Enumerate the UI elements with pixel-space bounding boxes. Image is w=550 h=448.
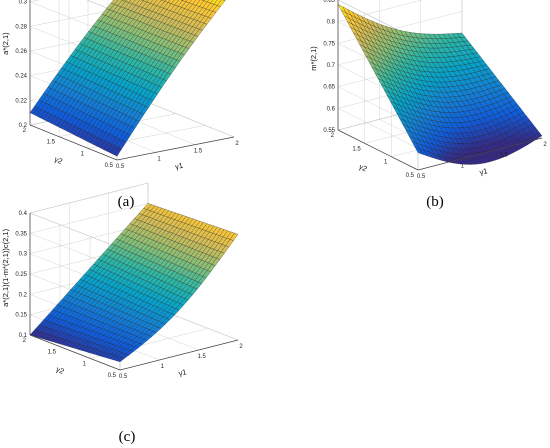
z-gridline [86, 0, 118, 13]
y-axis-line [29, 124, 118, 161]
y-tick-label: 2 [331, 133, 335, 139]
z-tick-label: 0.15 [15, 313, 27, 319]
x-tick-label: 0.5 [116, 164, 125, 170]
surface-plot-a: 0.20.220.240.260.280.30.320.511.520.511.… [1, 0, 239, 171]
y-tick-label: 0.5 [105, 163, 114, 169]
z-tick-label: 0.4 [19, 211, 28, 217]
z-gridline [29, 212, 121, 249]
y-tick-label: 1.5 [352, 146, 361, 152]
z-tick-label: 0.28 [15, 24, 27, 30]
y-axis-label: γ2 [53, 154, 64, 166]
y-tick-label: 2 [23, 128, 27, 134]
x-axis-label: γ1 [174, 161, 184, 171]
x-axis-line [119, 339, 239, 371]
z-tick-label: 0.26 [15, 49, 27, 55]
z-gridline [337, 108, 419, 149]
z-tick-label: 0.25 [15, 272, 27, 278]
y-axis-label: γ2 [358, 162, 369, 174]
z-tick-label: 0.22 [15, 98, 27, 104]
x-tick-label: 1.5 [194, 149, 203, 155]
x-tick-label: 0.5 [119, 374, 128, 380]
z-tick-label: 0.2 [19, 292, 28, 298]
z-tick-label: 0.2 [19, 123, 28, 129]
z-tick-label: 0.75 [323, 41, 335, 47]
y-tick-label: 0.5 [108, 373, 117, 379]
z-axis-label: a*(2,1) [1, 32, 10, 55]
y-tick-label: 1 [384, 160, 388, 166]
x-gridline [146, 101, 235, 138]
z-tick-label: 0.7 [327, 63, 336, 69]
surface-mesh [29, 203, 239, 363]
surface-patch [337, 3, 347, 13]
z-axis-label: m*(2,1) [309, 46, 318, 71]
x-tick-label: 1.5 [499, 153, 508, 159]
panel-label-c: (c) [119, 429, 136, 445]
y-tick-label: 1.5 [47, 140, 56, 146]
z-tick-label: 0.3 [19, 252, 28, 258]
x-axis-label: γ1 [178, 367, 188, 377]
panel-label-a: (a) [118, 194, 135, 210]
z-gridline [29, 203, 149, 234]
z-tick-label: 0.8 [327, 20, 336, 26]
surface-patch [29, 106, 39, 115]
x-axis-line [417, 137, 543, 171]
z-tick-label: 0.35 [15, 231, 27, 237]
y-axis-line [29, 334, 121, 371]
z-tick-label: 0.1 [19, 333, 28, 339]
x-axis-line [116, 136, 235, 161]
x-tick-label: 2 [235, 141, 239, 147]
z-axis-label: a*(2,1)(1-m*(2,1))c(2,1) [1, 228, 10, 306]
y-tick-label: 2 [23, 338, 27, 344]
z-tick-label: 0.3 [19, 0, 28, 6]
x-tick-label: 0.5 [417, 174, 426, 180]
panel-label-b: (b) [426, 194, 444, 210]
z-gridline [29, 182, 149, 214]
z-tick-label: 0.55 [323, 128, 335, 134]
y-tick-label: 1 [81, 151, 85, 157]
x-tick-label: 1 [157, 156, 161, 162]
surface-mesh [29, 0, 226, 157]
x-tick-label: 2 [239, 344, 243, 350]
y-tick-label: 0.5 [406, 173, 415, 179]
x-tick-label: 1.5 [197, 354, 206, 360]
box-edge [86, 0, 118, 13]
surface-plot-c: 0.1 0.15 0.2 0.25 0.3 0.35 0.4 0.5 1 1.5 2 0.5 1 1.5 2… [1, 182, 243, 380]
y-tick-label: 1.5 [48, 350, 57, 356]
x-tick-label: 2 [543, 142, 547, 148]
z-tick-label: 0.24 [15, 74, 27, 80]
y-tick-label: 1 [83, 361, 87, 367]
surface-plot-b: 0.55 0.6 0.65 0.7 0.75 0.8 0.85 0.5 1 1.5 2 0.5 1 1.5… [309, 0, 547, 180]
x-axis-label: γ1 [479, 166, 489, 176]
y-axis-line [337, 129, 419, 171]
z-tick-label: 0.65 [323, 85, 335, 91]
x-tick-label: 1 [461, 163, 465, 169]
x-tick-label: 1 [161, 364, 165, 370]
z-tick-label: 0.6 [327, 106, 336, 112]
surface-mesh [337, 3, 543, 165]
z-tick-label: 0.85 [323, 0, 335, 4]
y-axis-label: γ2 [55, 364, 66, 376]
